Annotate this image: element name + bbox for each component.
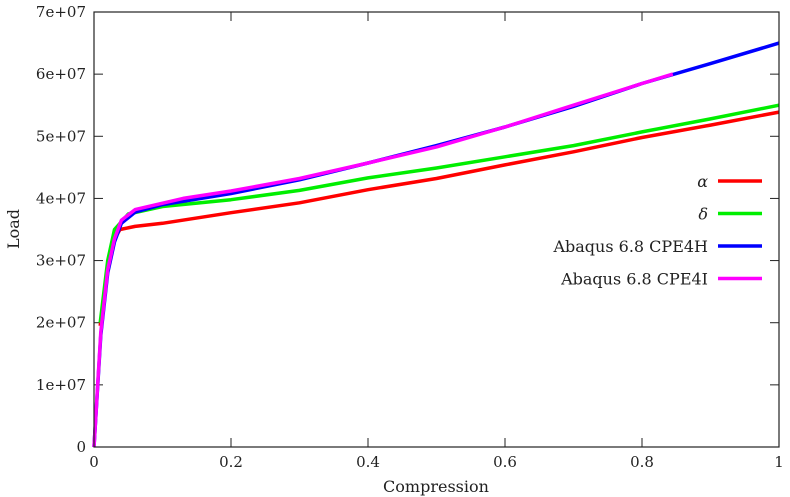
x-tick-label: 0.4 (356, 453, 380, 471)
y-tick-label: 3e+07 (36, 252, 86, 270)
y-tick-label: 0 (76, 438, 86, 456)
legend-label-3: Abaqus 6.8 CPE4I (560, 270, 708, 289)
x-tick-label: 0.2 (219, 453, 243, 471)
legend: αδ Abaqus 6.8 CPE4H Abaqus 6.8 CPE4I (552, 172, 762, 289)
y-tick-label: 7e+07 (36, 3, 86, 21)
series-line-1 (98, 103, 780, 323)
legend-label-0: α (697, 172, 708, 191)
x-tick-label: 0.8 (630, 453, 654, 471)
x-axis-label: Compression (383, 477, 489, 496)
y-axis-label: Load (4, 209, 23, 249)
ticks: 0 0.2 0.4 0.6 0.8 1 0 1e+07 2e+07 3e+07 4e+07 5e+07… (36, 3, 784, 471)
legend-label-1: δ (698, 205, 708, 224)
plot-frame (93, 11, 780, 448)
y-tick-label: 6e+07 (36, 65, 86, 83)
y-tick-label: 1e+07 (36, 376, 86, 394)
legend-label-2: Abaqus 6.8 CPE4H (552, 237, 708, 256)
y-tick-label: 5e+07 (36, 127, 86, 145)
x-tick-label: 0 (89, 453, 99, 471)
x-tick-label: 1 (774, 453, 784, 471)
y-tick-label: 2e+07 (36, 314, 86, 332)
series-lines (92, 41, 780, 448)
x-tick-label: 0.6 (493, 453, 517, 471)
y-tick-label: 4e+07 (36, 189, 86, 207)
series-line-3 (92, 72, 674, 448)
